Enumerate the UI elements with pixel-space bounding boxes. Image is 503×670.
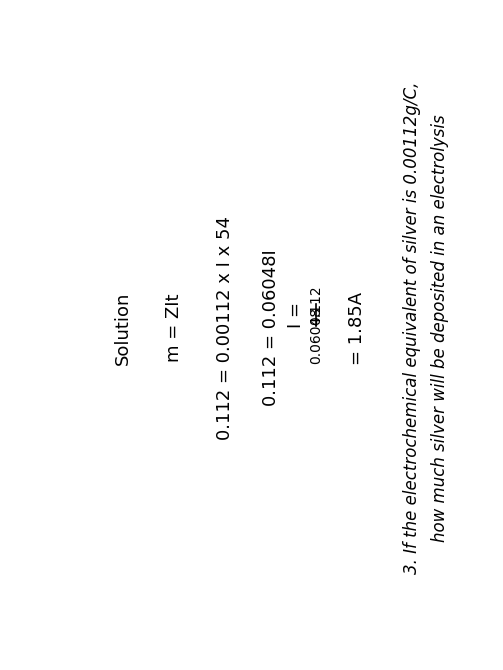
Text: I =: I = (287, 302, 305, 328)
Text: 0.112 = 0.06048I: 0.112 = 0.06048I (263, 250, 281, 407)
Text: m = ZIt: m = ZIt (165, 293, 183, 362)
Text: 3. If the electrochemical equivalent of silver is 0.00112g/C,: 3. If the electrochemical equivalent of … (403, 82, 421, 574)
Text: 0.112: 0.112 (309, 285, 323, 325)
Text: = 1.85A: = 1.85A (348, 291, 366, 364)
Text: 0.06048: 0.06048 (309, 308, 323, 364)
Text: how much silver will be deposited in an electrolysis: how much silver will be deposited in an … (431, 114, 449, 542)
Text: 0.112 = 0.00112 x I x 54: 0.112 = 0.00112 x I x 54 (216, 216, 234, 440)
Text: Solution: Solution (114, 291, 132, 364)
